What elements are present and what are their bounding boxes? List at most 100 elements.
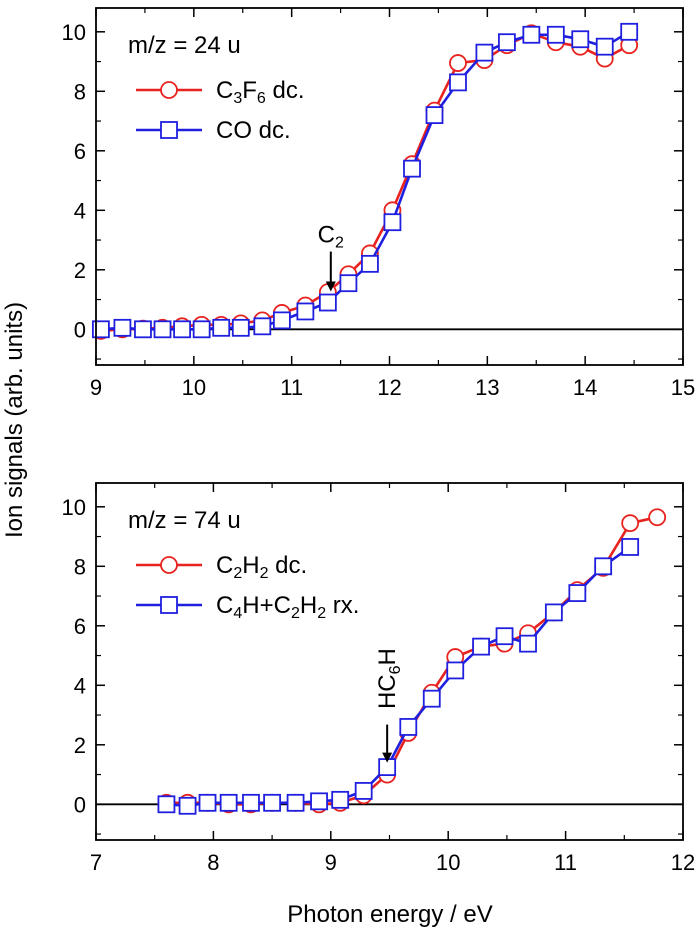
legend-label-part: H: [242, 552, 259, 579]
legend-label-part: 6: [257, 90, 266, 107]
legend-label-part: 2: [233, 565, 242, 582]
series-line-0: [100, 31, 630, 333]
legend-label-part: rx.: [326, 592, 359, 619]
data-point-square: [354, 782, 373, 800]
x-tick-label: 9: [90, 375, 102, 400]
y-tick-label: 0: [74, 317, 86, 342]
annotation-arrowhead: [382, 752, 393, 763]
data-point-square: [310, 792, 328, 811]
data-point-square: [522, 25, 541, 44]
data-point-square: [242, 793, 260, 812]
data-point-square: [231, 318, 250, 337]
data-point-square: [621, 538, 640, 556]
legend-label-part: C: [216, 552, 233, 579]
data-point-square: [212, 318, 231, 337]
legend-label: C3F6 dc.: [216, 77, 305, 107]
data-point-square: [544, 603, 563, 622]
legend-label-part: F: [242, 77, 257, 104]
legend-label-part: H: [300, 592, 317, 619]
data-point-square: [198, 793, 217, 812]
annotation-label: HC6H: [374, 648, 404, 709]
legend-label: C4H+C2H2 rx.: [216, 592, 359, 622]
annotation-label-part: 2: [335, 234, 344, 251]
series-line-1: [100, 30, 630, 331]
plot-frame: [95, 7, 684, 366]
legend-label-part: dc.: [269, 552, 308, 579]
legend-marker-circle: [160, 81, 178, 99]
y-tick-label: 2: [74, 733, 86, 758]
plot-frame: [95, 482, 684, 841]
y-tick-label: 0: [74, 792, 86, 817]
data-point-square: [318, 293, 337, 312]
data-point-circle: [648, 508, 667, 527]
data-point-square: [571, 30, 590, 49]
x-tick-label: 8: [207, 850, 219, 875]
data-point-square: [519, 634, 537, 653]
panel-title: m/z = 74 u: [128, 507, 241, 534]
x-tick-label: 7: [90, 850, 102, 875]
x-tick-label: 10: [436, 850, 460, 875]
data-point-square: [272, 311, 291, 330]
x-tick-label: 13: [475, 375, 499, 400]
data-point-square: [192, 320, 211, 339]
data-point-square: [475, 43, 494, 62]
y-tick-label: 8: [74, 79, 86, 104]
legend-label-part: C: [216, 592, 233, 619]
annotation-label-part: H: [374, 648, 401, 665]
panel-title: m/z = 24 u: [128, 32, 241, 59]
x-tick-label: 10: [182, 375, 206, 400]
annotation-label-part: C: [318, 222, 335, 249]
legend-label-part: H+C: [242, 592, 291, 619]
x-tick-label: 9: [325, 850, 337, 875]
y-axis-title: Ion signals (arb. units): [1, 302, 28, 538]
x-axis-title: Photon energy / eV: [287, 901, 492, 928]
data-point-square: [157, 795, 176, 814]
data-point-circle: [621, 514, 640, 533]
data-point-square: [399, 718, 418, 736]
data-point-square: [219, 793, 238, 812]
data-point-square: [173, 320, 191, 339]
legend-label-part: C: [216, 77, 233, 104]
x-tick-label: 14: [573, 375, 597, 400]
legend-label: C2H2 dc.: [216, 552, 307, 582]
annotation-label-part: 6: [387, 665, 404, 674]
data-point-square: [383, 213, 402, 232]
data-point-square: [331, 790, 350, 809]
y-tick-label: 6: [74, 614, 86, 639]
data-point-square: [595, 37, 614, 56]
data-point-square: [286, 793, 305, 812]
data-point-square: [253, 317, 272, 336]
x-tick-label: 12: [671, 850, 695, 875]
y-tick-label: 4: [74, 673, 86, 698]
x-tick-label: 15: [671, 375, 695, 400]
legend-marker-square: [160, 121, 178, 139]
annotation-arrowhead: [325, 281, 336, 292]
data-point-square: [449, 73, 467, 92]
legend-label-part: 4: [233, 605, 242, 622]
legend-marker-circle: [160, 556, 178, 574]
data-point-square: [497, 33, 516, 52]
y-tick-label: 10: [62, 20, 86, 45]
data-point-square: [178, 796, 197, 815]
data-point-square: [594, 557, 613, 576]
data-point-square: [339, 274, 358, 293]
data-point-square: [446, 661, 465, 680]
legend-marker-square: [160, 596, 178, 614]
data-point-square: [361, 254, 379, 273]
y-tick-label: 2: [74, 258, 86, 283]
data-point-square: [263, 793, 282, 812]
data-point-square: [134, 320, 152, 339]
data-point-square: [568, 584, 587, 602]
x-tick-label: 11: [280, 375, 303, 400]
legend-label-part: 2: [260, 565, 269, 582]
annotation-label-part: HC: [374, 674, 401, 709]
data-point-square: [113, 318, 132, 337]
legend-label-part: CO dc.: [216, 117, 291, 144]
x-tick-label: 11: [554, 850, 577, 875]
x-tick-label: 12: [377, 375, 401, 400]
legend-label-part: 2: [317, 605, 326, 622]
data-point-square: [472, 637, 490, 656]
